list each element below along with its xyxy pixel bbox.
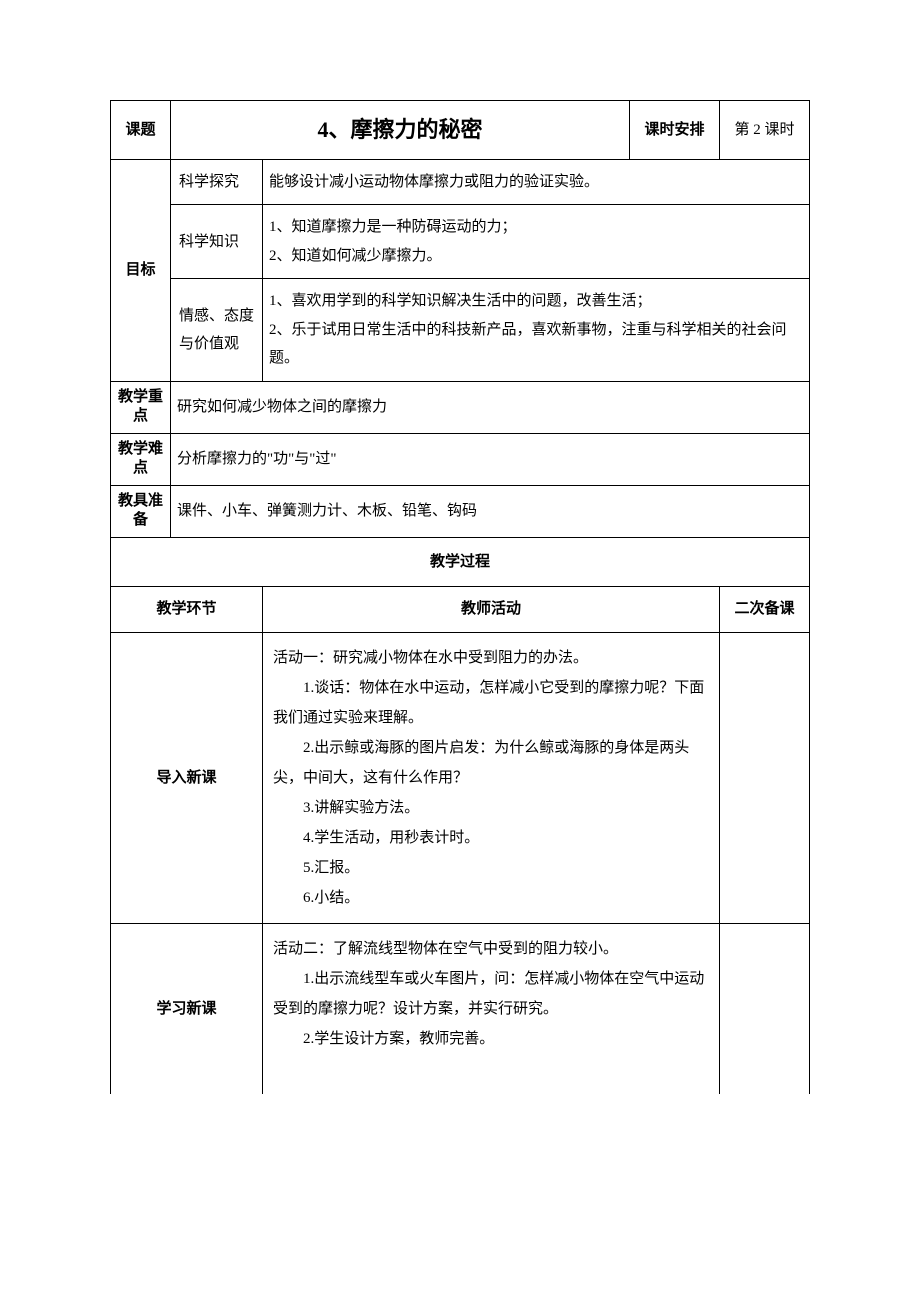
process-col-notes: 二次备课 <box>720 587 810 633</box>
intro-line-6: 6.小结。 <box>273 883 709 913</box>
learn-line-0: 活动二：了解流线型物体在空气中受到的阻力较小。 <box>273 934 709 964</box>
goal-sublabel-knowledge: 科学知识 <box>171 205 263 279</box>
process-label: 教学过程 <box>111 537 810 587</box>
materials-content: 课件、小车、弹簧测力计、木板、铅笔、钩码 <box>171 485 810 537</box>
learn-line-1: 1.出示流线型车或火车图片，问：怎样减小物体在空气中运动受到的摩擦力呢？设计方案… <box>273 964 709 1024</box>
goal-sublabel-inquiry: 科学探究 <box>171 159 263 205</box>
difficulty-content: 分析摩擦力的"功"与"过" <box>171 433 810 485</box>
keypoint-content: 研究如何减少物体之间的摩擦力 <box>171 381 810 433</box>
keypoint-label: 教学重点 <box>111 381 171 433</box>
goal-attitude-line1: 1、喜欢用学到的科学知识解决生活中的问题，改善生活； <box>269 293 652 309</box>
lesson-title: 4、摩擦力的秘密 <box>171 101 630 160</box>
process-columns-row: 教学环节 教师活动 二次备课 <box>111 587 810 633</box>
schedule-value: 第 2 课时 <box>720 101 810 160</box>
stage-label-learn: 学习新课 <box>111 923 263 1094</box>
goal-content-knowledge: 1、知道摩擦力是一种防碍运动的力； 2、知道如何减少摩擦力。 <box>263 205 810 279</box>
goal-attitude-line2: 2、乐于试用日常生活中的科技新产品，喜欢新事物，注重与科学相关的社会问题。 <box>269 322 787 367</box>
goal-sublabel-attitude: 情感、态度与价值观 <box>171 279 263 382</box>
intro-line-1: 1.谈话：物体在水中运动，怎样减小它受到的摩擦力呢？下面我们通过实验来理解。 <box>273 673 709 733</box>
difficulty-row: 教学难点 分析摩擦力的"功"与"过" <box>111 433 810 485</box>
difficulty-label: 教学难点 <box>111 433 171 485</box>
schedule-label: 课时安排 <box>630 101 720 160</box>
stage-activity-intro: 活动一：研究减小物体在水中受到阻力的办法。 1.谈话：物体在水中运动，怎样减小它… <box>263 632 720 923</box>
goal-knowledge-line2: 2、知道如何减少摩擦力。 <box>269 248 442 264</box>
goal-content-inquiry: 能够设计减小运动物体摩擦力或阻力的验证实验。 <box>263 159 810 205</box>
intro-line-5: 5.汇报。 <box>273 853 709 883</box>
intro-line-4: 4.学生活动，用秒表计时。 <box>273 823 709 853</box>
lesson-plan-table: 课题 4、摩擦力的秘密 课时安排 第 2 课时 目标 科学探究 能够设计减小运动… <box>110 100 810 1094</box>
learn-line-2: 2.学生设计方案，教师完善。 <box>273 1024 709 1054</box>
process-col-activity: 教师活动 <box>263 587 720 633</box>
intro-line-2: 2.出示鲸或海豚的图片启发：为什么鲸或海豚的身体是两头尖，中间大，这有什么作用？ <box>273 733 709 793</box>
materials-label: 教具准备 <box>111 485 171 537</box>
keypoint-row: 教学重点 研究如何减少物体之间的摩擦力 <box>111 381 810 433</box>
stage-notes-intro <box>720 632 810 923</box>
process-col-stage: 教学环节 <box>111 587 263 633</box>
stage-row-intro: 导入新课 活动一：研究减小物体在水中受到阻力的办法。 1.谈话：物体在水中运动，… <box>111 632 810 923</box>
stage-activity-learn: 活动二：了解流线型物体在空气中受到的阻力较小。 1.出示流线型车或火车图片，问：… <box>263 923 720 1094</box>
materials-row: 教具准备 课件、小车、弹簧测力计、木板、铅笔、钩码 <box>111 485 810 537</box>
goal-content-attitude: 1、喜欢用学到的科学知识解决生活中的问题，改善生活； 2、乐于试用日常生活中的科… <box>263 279 810 382</box>
stage-label-intro: 导入新课 <box>111 632 263 923</box>
process-header-row: 教学过程 <box>111 537 810 587</box>
intro-line-3: 3.讲解实验方法。 <box>273 793 709 823</box>
intro-line-0: 活动一：研究减小物体在水中受到阻力的办法。 <box>273 643 709 673</box>
stage-row-learn: 学习新课 活动二：了解流线型物体在空气中受到的阻力较小。 1.出示流线型车或火车… <box>111 923 810 1094</box>
goal-knowledge-line1: 1、知道摩擦力是一种防碍运动的力； <box>269 219 517 235</box>
stage-notes-learn <box>720 923 810 1094</box>
goal-row-knowledge: 科学知识 1、知道摩擦力是一种防碍运动的力； 2、知道如何减少摩擦力。 <box>111 205 810 279</box>
goal-row-inquiry: 目标 科学探究 能够设计减小运动物体摩擦力或阻力的验证实验。 <box>111 159 810 205</box>
goals-label: 目标 <box>111 159 171 381</box>
topic-label: 课题 <box>111 101 171 160</box>
header-row: 课题 4、摩擦力的秘密 课时安排 第 2 课时 <box>111 101 810 160</box>
goal-row-attitude: 情感、态度与价值观 1、喜欢用学到的科学知识解决生活中的问题，改善生活； 2、乐… <box>111 279 810 382</box>
